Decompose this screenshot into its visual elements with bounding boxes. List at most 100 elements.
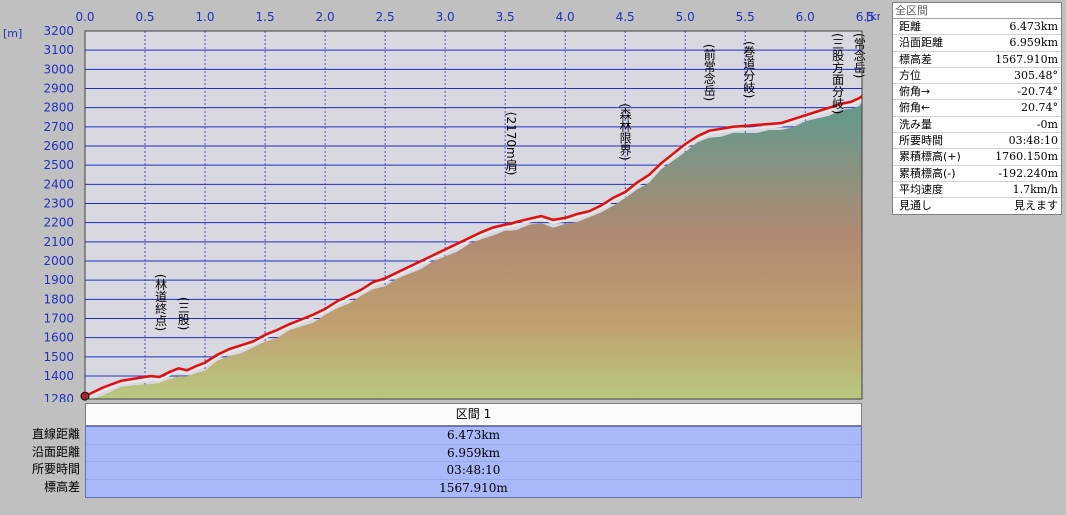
- stats-value: 305.48°: [1014, 68, 1058, 82]
- stats-value: 6.959km: [1009, 36, 1058, 50]
- x-tick-label: 5.0: [676, 10, 695, 24]
- stats-label: 所要時間: [899, 134, 943, 148]
- stats-label: 沿面距離: [899, 36, 943, 50]
- stats-value: 見えます: [1014, 199, 1058, 213]
- y-tick-label: 1700: [43, 312, 74, 326]
- y-unit-label: [m]: [3, 27, 22, 40]
- y-tick-label: 2500: [43, 158, 74, 172]
- waypoint-label: (森林限界): [618, 103, 632, 160]
- y-tick-label: 3200: [43, 24, 74, 38]
- stats-rows: 距離 6.473km 沿面距離 6.959km 標高差 1567.910m 方位 305.48…: [893, 19, 1061, 214]
- x-tick-label: 4.0: [556, 10, 575, 24]
- stats-label: 距離: [899, 20, 921, 33]
- value-surface-distance: 6.959km: [86, 445, 861, 462]
- waypoint-annotations: (林道終点) (三股) (2170m肩) (森林限界) (前常念岳) (巻道分岐) (三股方…: [154, 33, 867, 331]
- y-tick-label: 3000: [43, 62, 74, 76]
- x-tick-label: 2.0: [316, 10, 335, 24]
- y-tick-label: 2200: [43, 216, 74, 230]
- stats-row: 洗み量 -0m: [893, 117, 1061, 134]
- y-tick-label: 1600: [43, 331, 74, 345]
- label-straight-distance: 直線距離: [31, 427, 80, 441]
- x-tick-label: 4.5: [616, 10, 635, 24]
- section-header[interactable]: 区間 1: [85, 403, 862, 426]
- stats-row: 累積標高(-) -192.240m: [893, 166, 1061, 182]
- y-tick-label: 2700: [43, 120, 74, 134]
- stats-label: 俯角←: [899, 101, 931, 115]
- stats-label: 平均速度: [899, 182, 943, 196]
- stats-row: 俯角→ -20.74°: [893, 84, 1061, 101]
- y-tick-label: 3100: [43, 43, 74, 57]
- stats-row: 距離 6.473km: [893, 19, 1061, 36]
- stats-label: 累積標高(+): [899, 150, 961, 164]
- waypoint-label: (林道終点): [154, 274, 168, 331]
- y-tick-label: 2400: [43, 177, 74, 191]
- y-tick-label: 2900: [43, 82, 74, 96]
- section-table: 6.473km 6.959km 03:48:10 1567.910m: [85, 426, 862, 498]
- stats-value: 1760.150m: [995, 150, 1058, 164]
- terrain-edge: [84, 98, 863, 401]
- stats-label: 方位: [899, 68, 921, 82]
- y-tick-label: 1400: [43, 369, 74, 383]
- stats-value: 1.7km/h: [1012, 182, 1058, 196]
- stats-label: 累積標高(-): [899, 166, 956, 180]
- stats-row: 方位 305.48°: [893, 68, 1061, 85]
- stats-label: 標高差: [899, 52, 932, 66]
- route-line: [84, 95, 863, 398]
- elevation-chart: [m] [km] 0.0 0.5 1.0 1.5 2.0 2.5 3.0 3.5 4.0 4.5 5…: [3, 10, 880, 402]
- stats-row: 見通し 見えます: [893, 198, 1061, 213]
- stats-panel: 全区間 距離 6.473km 沿面距離 6.959km 標高差 1567.910m 方位 30…: [892, 2, 1062, 215]
- y-tick-label: 2300: [43, 197, 74, 211]
- stats-value: 03:48:10: [1008, 134, 1058, 148]
- y-tick-label: 2100: [43, 235, 74, 249]
- stats-label: 見通し: [899, 199, 932, 213]
- x-tick-label: 0.5: [135, 10, 154, 24]
- y-tick-label: 1280: [43, 392, 74, 402]
- stats-value: -20.74°: [1017, 85, 1058, 99]
- x-tick-label: 0.0: [75, 10, 94, 24]
- x-tick-labels: 0.0 0.5 1.0 1.5 2.0 2.5 3.0 3.5 4.0 4.5 5.0 5.5 6.0 6…: [75, 10, 874, 24]
- x-tick-label: 1.0: [195, 10, 214, 24]
- value-straight-distance: 6.473km: [86, 427, 861, 445]
- waypoint-label: (三股): [176, 297, 190, 330]
- x-tick-label: 6.0: [796, 10, 815, 24]
- x-tick-label: 6.5: [856, 10, 875, 24]
- waypoint-label: (常念岳): [852, 33, 866, 78]
- stats-value: 6.473km: [1009, 20, 1058, 33]
- stats-row: 平均速度 1.7km/h: [893, 182, 1061, 199]
- y-tick-label: 2000: [43, 254, 74, 268]
- stats-row: 俯角← 20.74°: [893, 100, 1061, 117]
- value-required-time: 03:48:10: [86, 462, 861, 480]
- y-tick-label: 1500: [43, 350, 74, 364]
- stats-row: 累積標高(+) 1760.150m: [893, 149, 1061, 166]
- terrain-area: [85, 102, 862, 399]
- stats-value: -0m: [1036, 117, 1058, 131]
- x-tick-label: 1.5: [256, 10, 275, 24]
- waypoint-label: (2170m肩): [504, 112, 518, 176]
- y-tick-label: 2800: [43, 101, 74, 115]
- label-surface-distance: 沿面距離: [31, 444, 80, 459]
- stats-row: 所要時間 03:48:10: [893, 133, 1061, 150]
- stats-row: 沿面距離 6.959km: [893, 35, 1061, 52]
- stats-value: 1567.910m: [995, 52, 1058, 66]
- x-tick-label: 3.0: [436, 10, 455, 24]
- y-tick-label: 2600: [43, 139, 74, 153]
- x-tick-label: 5.5: [736, 10, 755, 24]
- plot-frame: [84, 30, 863, 400]
- x-tick-label: 3.5: [496, 10, 515, 24]
- y-tick-labels: 3200 3100 3000 2900 2800 2700 2600 2500 2400 2300…: [43, 24, 74, 402]
- stats-value: -192.240m: [998, 166, 1058, 180]
- x-tick-label: 2.5: [376, 10, 395, 24]
- stats-value: 20.74°: [1021, 101, 1058, 115]
- waypoint-label: (前常念岳): [702, 44, 716, 101]
- section-labels: 直線距離 沿面距離 所要時間 標高差: [0, 426, 80, 496]
- stats-label: 俯角→: [899, 85, 931, 99]
- waypoint-label: (三股方面分岐): [831, 33, 845, 114]
- stats-title: 全区間: [893, 3, 1061, 19]
- waypoint-label: (巻道分岐): [742, 41, 756, 98]
- stats-row: 標高差 1567.910m: [893, 52, 1061, 68]
- label-required-time: 所要時間: [31, 462, 80, 476]
- x-unit-label: [km]: [866, 10, 880, 23]
- label-elevation-difference: 標高差: [43, 479, 80, 494]
- stats-label: 洗み量: [899, 117, 932, 131]
- value-elevation-difference: 1567.910m: [439, 480, 508, 495]
